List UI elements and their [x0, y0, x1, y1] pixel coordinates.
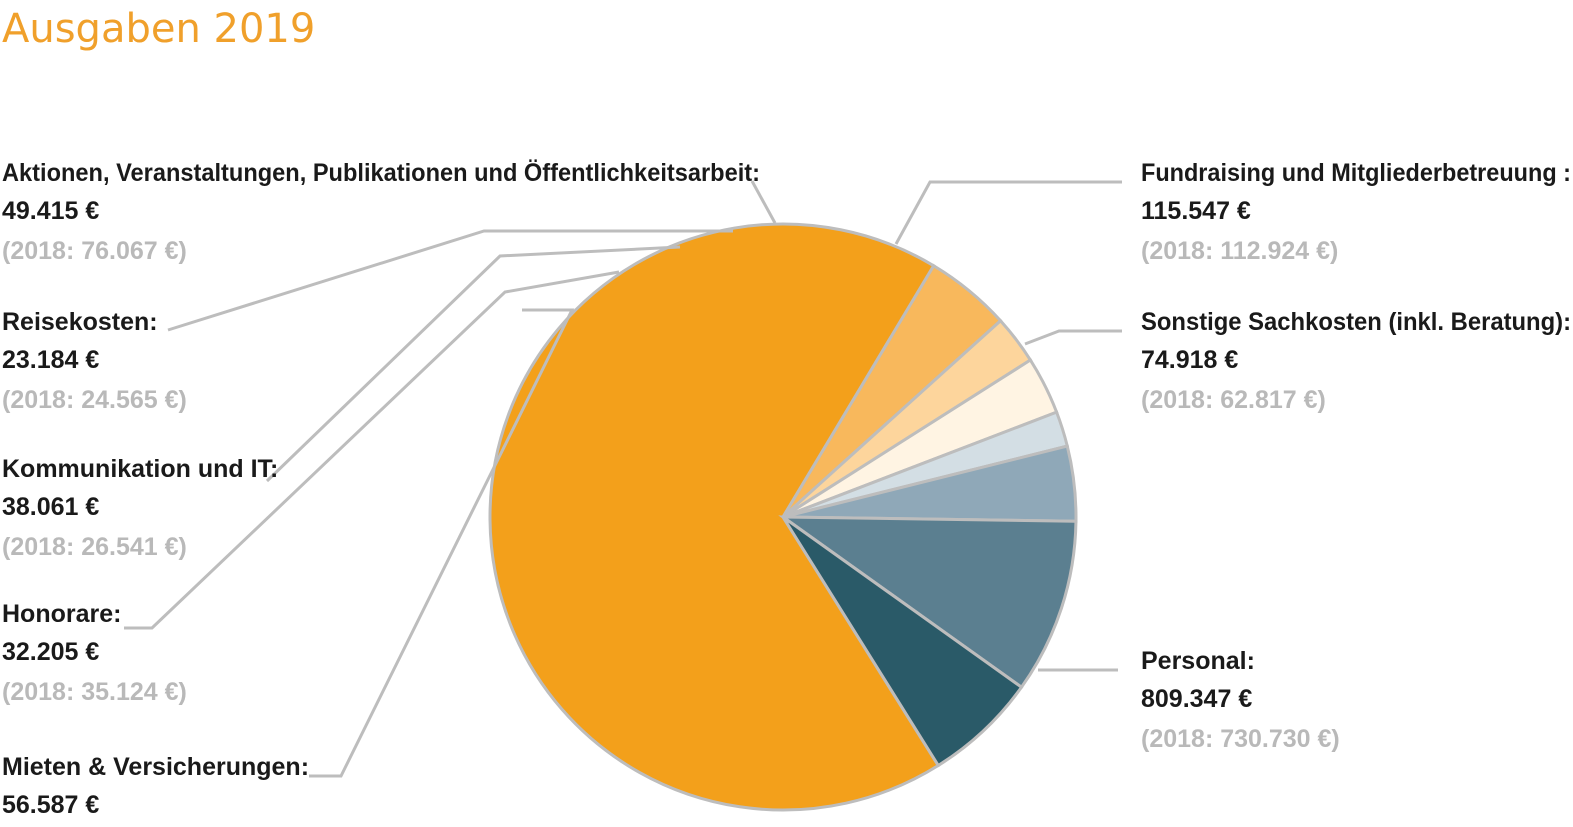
- leader-line-7: [894, 180, 1122, 245]
- slice-label-prev-label-7: (2018: 112.924 €): [1141, 237, 1338, 265]
- leader-line-8: [1024, 329, 1122, 346]
- slice-label-prev-label-8: (2018: 62.817 €): [1141, 386, 1326, 414]
- leader-line-6: [750, 180, 777, 224]
- slice-label-name-3: Honorare:: [2, 600, 121, 628]
- slice-label-name-7: Fundraising und Mitgliederbetreuung :: [1141, 159, 1571, 187]
- slice-label-name-5: Reisekosten:: [2, 308, 158, 336]
- pie-slice-8: [781, 515, 1024, 768]
- slice-label-value-label-5: 23.184 €: [2, 346, 99, 374]
- slice-label-name-4: Kommunikation und IT:: [2, 455, 278, 483]
- slice-label-name-8: Sonstige Sachkosten (inkl. Beratung):: [1141, 308, 1571, 336]
- slice-label-prev-label-3: (2018: 35.124 €): [2, 678, 187, 706]
- slice-label-prev-label-6: (2018: 76.067 €): [2, 237, 187, 265]
- slice-label-prev-label-4: (2018: 26.541 €): [2, 533, 187, 561]
- slice-label-name-6: Aktionen, Veranstaltungen, Publikationen…: [2, 158, 760, 187]
- slice-label-value-label-1: 809.347 €: [1141, 685, 1252, 713]
- chart-title: Ausgaben 2019: [2, 6, 315, 52]
- slice-label-name-2: Mieten & Versicherungen:: [2, 753, 309, 781]
- slice-labels: Personal: 809.347 € (2018: 730.730 €) Miete…: [2, 158, 1571, 819]
- leader-line-3: [124, 270, 620, 630]
- slice-label-value-label-6: 49.415 €: [2, 197, 99, 225]
- slice-label-value-label-7: 115.547 €: [1141, 197, 1251, 225]
- slice-label-prev-label-5: (2018: 24.565 €): [2, 386, 187, 414]
- leader-line-5: [167, 229, 733, 332]
- pie-slice-1: [488, 222, 941, 812]
- slice-label-value-label-8: 74.918 €: [1141, 346, 1238, 374]
- slice-label-prev-label-1: (2018: 730.730 €): [1141, 725, 1340, 753]
- slice-label-value-label-3: 32.205 €: [2, 638, 99, 666]
- pie-slice-7: [778, 515, 1078, 690]
- leader-line-4: [265, 245, 681, 483]
- leader-lines: [124, 180, 1122, 778]
- slice-label-value-label-2: 56.587 €: [2, 791, 99, 819]
- slice-label-name-1: Personal:: [1141, 647, 1255, 675]
- leader-line-2: [309, 308, 575, 778]
- slice-label-value-label-4: 38.061 €: [2, 493, 99, 521]
- pie-slices: [488, 222, 1078, 812]
